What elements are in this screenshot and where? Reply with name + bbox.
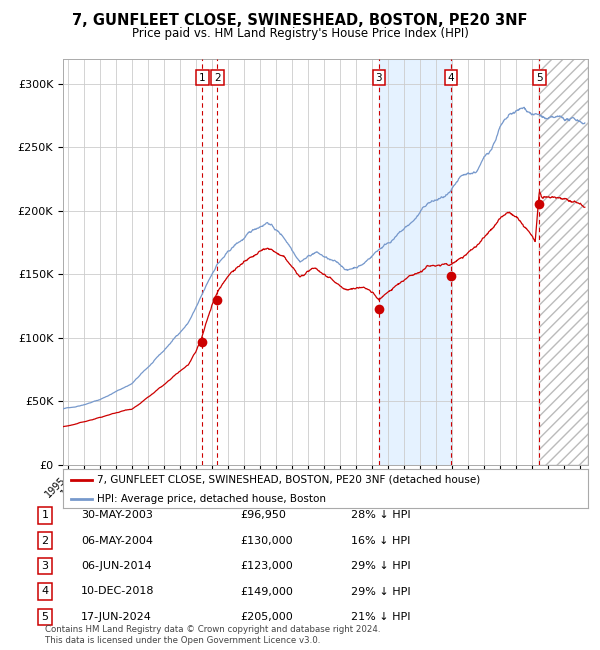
Text: 29% ↓ HPI: 29% ↓ HPI [351, 561, 410, 571]
Text: 06-JUN-2014: 06-JUN-2014 [81, 561, 152, 571]
Text: 16% ↓ HPI: 16% ↓ HPI [351, 536, 410, 546]
Text: 4: 4 [41, 586, 49, 597]
Text: 5: 5 [536, 73, 542, 83]
Bar [539, 58, 588, 465]
Text: £123,000: £123,000 [240, 561, 293, 571]
Text: 29% ↓ HPI: 29% ↓ HPI [351, 586, 410, 597]
Text: 28% ↓ HPI: 28% ↓ HPI [351, 510, 410, 521]
Text: HPI: Average price, detached house, Boston: HPI: Average price, detached house, Bost… [97, 493, 326, 504]
Text: 21% ↓ HPI: 21% ↓ HPI [351, 612, 410, 622]
Text: £205,000: £205,000 [240, 612, 293, 622]
Text: 3: 3 [376, 73, 382, 83]
Text: £149,000: £149,000 [240, 586, 293, 597]
Text: 2: 2 [41, 536, 49, 546]
Text: 1: 1 [199, 73, 206, 83]
Text: 4: 4 [448, 73, 454, 83]
Text: 30-MAY-2003: 30-MAY-2003 [81, 510, 153, 521]
Text: 17-JUN-2024: 17-JUN-2024 [81, 612, 152, 622]
Text: £130,000: £130,000 [240, 536, 293, 546]
Text: 1: 1 [41, 510, 49, 521]
Text: 2: 2 [214, 73, 221, 83]
Bar [379, 58, 451, 465]
Text: 7, GUNFLEET CLOSE, SWINESHEAD, BOSTON, PE20 3NF (detached house): 7, GUNFLEET CLOSE, SWINESHEAD, BOSTON, P… [97, 475, 481, 485]
Text: 3: 3 [41, 561, 49, 571]
Text: 10-DEC-2018: 10-DEC-2018 [81, 586, 155, 597]
Text: £96,950: £96,950 [240, 510, 286, 521]
Text: 7, GUNFLEET CLOSE, SWINESHEAD, BOSTON, PE20 3NF: 7, GUNFLEET CLOSE, SWINESHEAD, BOSTON, P… [72, 13, 528, 28]
Text: Contains HM Land Registry data © Crown copyright and database right 2024.
This d: Contains HM Land Registry data © Crown c… [45, 625, 380, 645]
Text: Price paid vs. HM Land Registry's House Price Index (HPI): Price paid vs. HM Land Registry's House … [131, 27, 469, 40]
Text: 5: 5 [41, 612, 49, 622]
Text: 06-MAY-2004: 06-MAY-2004 [81, 536, 153, 546]
